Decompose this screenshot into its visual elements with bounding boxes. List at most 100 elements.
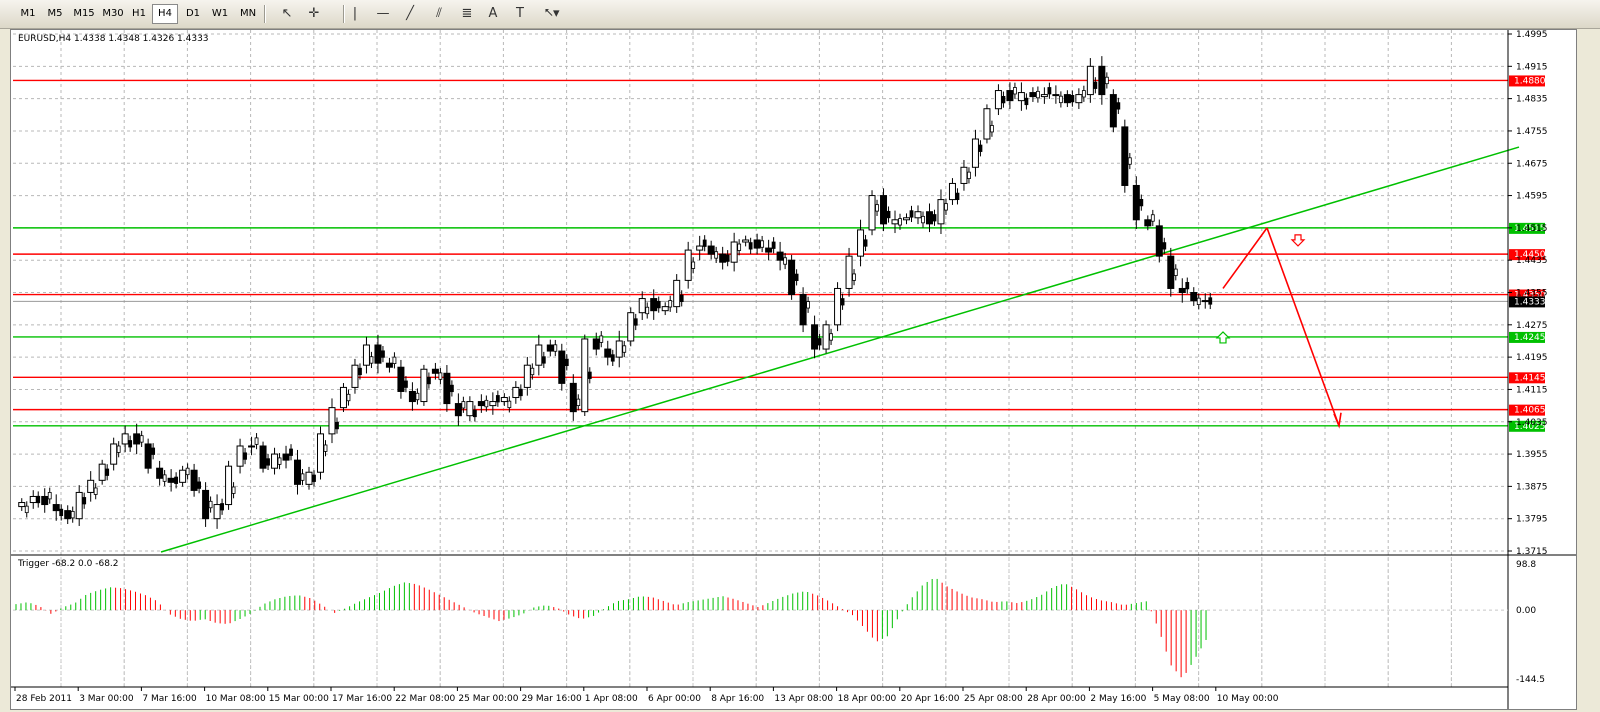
bull-candle — [328, 407, 336, 435]
minor-candle — [70, 511, 75, 519]
level-tag-label: 1.4025 — [1514, 422, 1546, 432]
timeframe-d1-button[interactable]: D1 — [185, 8, 201, 19]
timeframe-m1-button[interactable]: M1 — [20, 8, 36, 19]
arrow-shapes-icon[interactable]: ⭦▾ — [544, 6, 560, 21]
minor-candle — [335, 421, 339, 430]
minor-candle — [1104, 76, 1109, 85]
minor-candle — [277, 457, 282, 465]
time-tick-label: 17 Mar 16:00 — [332, 694, 392, 704]
bull-candle — [213, 504, 221, 520]
horizontal-line-icon[interactable]: — — [376, 6, 390, 21]
minor-candle — [381, 350, 385, 358]
minor-candle — [312, 474, 316, 482]
bear-candle — [133, 433, 141, 445]
timeframe-h4-button[interactable]: H4 — [152, 4, 178, 24]
timeframe-h1-button[interactable]: H1 — [132, 8, 146, 19]
cursor-icon[interactable]: ↖ — [281, 6, 293, 21]
minor-candle — [921, 215, 925, 224]
level-tag-1.4025 — [1509, 420, 1545, 432]
timeframe-mn-button[interactable]: MN — [239, 8, 257, 19]
minor-candle — [1162, 242, 1167, 250]
bear-candle — [753, 239, 761, 249]
time-tick-label: 28 Feb 2011 — [16, 694, 72, 704]
crosshair-icon[interactable]: ✛ — [308, 6, 320, 21]
bear-candle — [1109, 94, 1117, 128]
text-label-icon[interactable]: T — [516, 6, 524, 21]
bull-candle — [615, 340, 623, 358]
minor-candle — [909, 210, 914, 218]
bear-candle — [558, 350, 566, 384]
bull-candle — [110, 443, 118, 465]
price-tick-label: 1.4595 — [1516, 192, 1548, 202]
bear-candle — [167, 477, 175, 483]
bull-candle — [316, 433, 324, 473]
bear-candle — [454, 403, 462, 417]
minor-candle — [358, 367, 362, 376]
minor-candle — [714, 251, 719, 259]
timeframe-w1-button[interactable]: W1 — [211, 8, 229, 19]
timeframe-m5-button[interactable]: M5 — [47, 8, 63, 19]
minor-candle — [599, 335, 604, 343]
bear-candle — [1098, 65, 1106, 96]
minor-candle — [622, 345, 627, 353]
minor-candle — [1081, 90, 1086, 98]
fibonacci-icon[interactable]: ≣ — [461, 6, 473, 21]
bull-candle — [891, 219, 899, 225]
text-icon[interactable]: A — [488, 6, 498, 21]
bull-candle — [271, 453, 279, 469]
vertical-line-icon[interactable]: | — [352, 6, 358, 21]
bear-candle — [1201, 300, 1209, 303]
minor-candle — [1024, 97, 1029, 106]
minor-candle — [197, 481, 202, 489]
timeframe-m30-button[interactable]: M30 — [102, 8, 124, 19]
price-tick-label: 1.4915 — [1516, 62, 1548, 72]
minor-candle — [944, 203, 948, 211]
minor-candle — [725, 254, 730, 262]
minor-candle — [472, 409, 477, 418]
projection-down-arrow[interactable] — [1266, 227, 1340, 427]
equidistant-channel-icon[interactable]: ⫽ — [436, 6, 442, 21]
minor-candle — [105, 468, 110, 476]
minor-candle — [24, 505, 29, 514]
minor-candle — [794, 273, 799, 281]
minor-candle — [266, 458, 270, 466]
indicator-axis-label: 98.8 — [1516, 560, 1536, 570]
minor-candle — [668, 300, 673, 308]
bull-candle — [98, 463, 106, 481]
bull-candle — [684, 249, 692, 281]
bear-candle — [880, 195, 888, 225]
bear-candle — [41, 495, 49, 506]
price-tick-label: 1.4435 — [1516, 256, 1548, 266]
bull-candle — [971, 138, 979, 168]
bear-candle — [397, 366, 405, 392]
bull-candle — [466, 401, 474, 417]
minor-candle — [518, 388, 523, 397]
bear-candle — [202, 489, 210, 520]
bear-candle — [1132, 184, 1140, 221]
bull-candle — [845, 255, 853, 289]
timeframe-m15-button[interactable]: M15 — [73, 8, 95, 19]
trendline[interactable] — [160, 146, 1520, 553]
level-tag-1.4065 — [1509, 404, 1545, 416]
minor-candle — [679, 294, 684, 302]
minor-candle — [967, 171, 971, 179]
horizontal-levels[interactable]: 1.4880 1.4515 1.4450 1.4350 1.4245 1.4145 1.40… — [13, 75, 1546, 432]
projection-arrows[interactable] — [1215, 227, 1342, 429]
bear-candle — [1155, 225, 1163, 257]
price-tick-label: 1.4515 — [1516, 224, 1548, 234]
bull-candle — [983, 108, 991, 140]
trendline-icon[interactable]: ╱ — [406, 6, 414, 21]
chart-canvas[interactable]: 1.4880 1.4515 1.4450 1.4350 1.4245 1.4145 1.40… — [11, 30, 1576, 709]
level-tag-label: 1.4245 — [1514, 333, 1546, 343]
bear-candle — [925, 211, 933, 225]
minor-candle — [427, 376, 431, 385]
rising-trendline[interactable] — [160, 146, 1520, 553]
chart-window[interactable]: 1.4880 1.4515 1.4450 1.4350 1.4245 1.4145 1.40… — [10, 29, 1577, 710]
projection-up-arrow[interactable] — [1222, 227, 1268, 289]
bear-candle — [1144, 219, 1152, 227]
bear-candle — [52, 504, 60, 512]
bull-candle — [351, 364, 359, 388]
bear-candle — [1190, 292, 1198, 302]
minor-candle — [1208, 297, 1213, 305]
minor-candle — [610, 354, 615, 362]
